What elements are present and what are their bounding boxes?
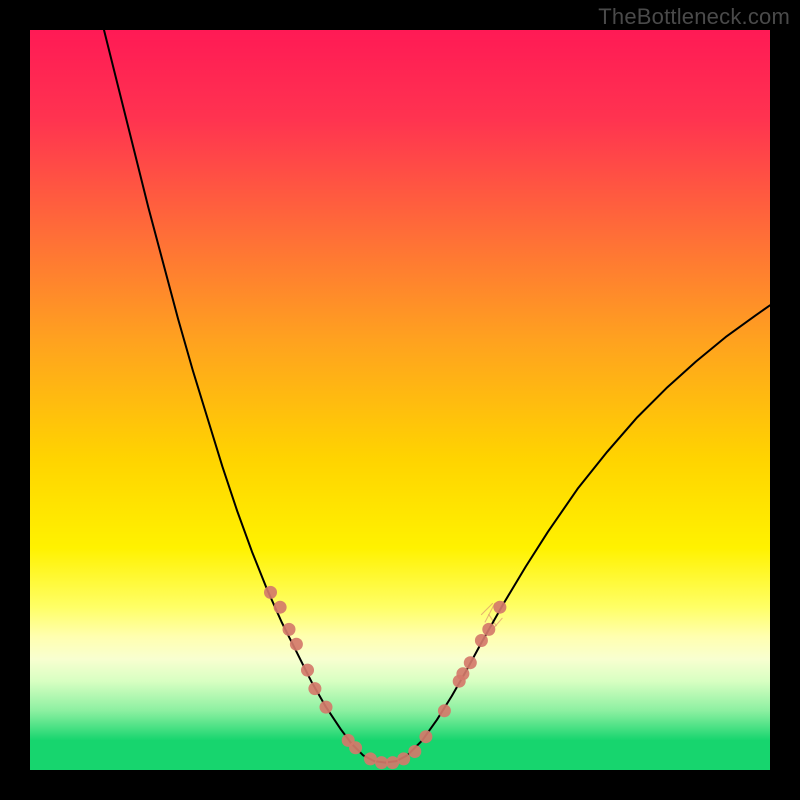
plot-area — [30, 30, 770, 770]
data-marker — [456, 667, 469, 680]
data-marker — [283, 623, 296, 636]
data-marker — [301, 664, 314, 677]
data-marker — [274, 601, 287, 614]
watermark-text: TheBottleneck.com — [598, 4, 790, 30]
data-marker — [482, 623, 495, 636]
data-marker — [320, 701, 333, 714]
data-marker — [375, 756, 388, 769]
data-marker — [493, 601, 506, 614]
chart-frame: TheBottleneck.com — [0, 0, 800, 800]
data-marker — [290, 638, 303, 651]
data-marker — [438, 704, 451, 717]
data-marker — [349, 741, 362, 754]
data-marker — [464, 656, 477, 669]
data-marker — [308, 682, 321, 695]
data-marker — [408, 745, 421, 758]
chart-svg — [30, 30, 770, 770]
data-marker — [419, 730, 432, 743]
data-marker — [397, 752, 410, 765]
data-marker — [364, 752, 377, 765]
data-marker — [475, 634, 488, 647]
data-marker — [264, 586, 277, 599]
data-marker — [386, 756, 399, 769]
gradient-background — [30, 30, 770, 770]
